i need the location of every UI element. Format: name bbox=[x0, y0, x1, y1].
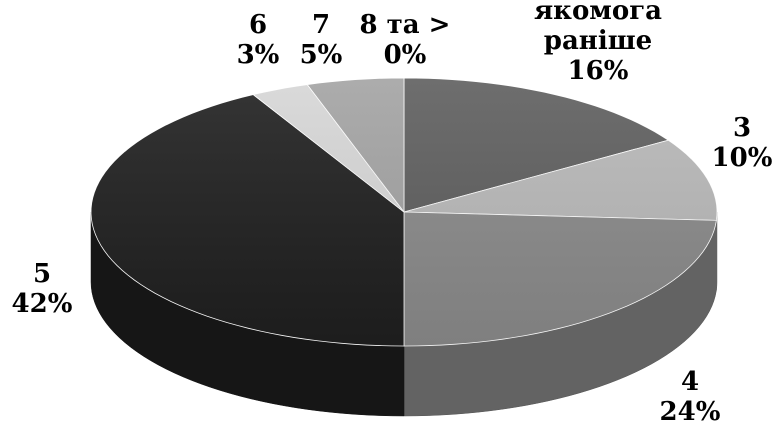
pie-label-3-line-1: 4 bbox=[681, 367, 699, 397]
pie-label-5: 6 3% bbox=[237, 10, 280, 70]
pie-label-7-line-2: 0% bbox=[384, 40, 427, 70]
pie-label-1-line-2: раніше bbox=[544, 26, 652, 56]
pie-label-2-line-1: 3 bbox=[733, 113, 751, 143]
pie-label-3: 4 24% bbox=[660, 367, 721, 427]
pie-label-4-line-1: 5 bbox=[33, 259, 51, 289]
pie-label-2: 3 10% bbox=[712, 113, 773, 173]
pie-label-1-line-1: якомога bbox=[534, 0, 662, 26]
pie-label-7: 8 та >0% bbox=[360, 10, 451, 70]
pie-label-5-line-1: 6 bbox=[249, 10, 267, 40]
pie-label-6-line-2: 5% bbox=[300, 40, 343, 70]
pie-label-2-line-2: 10% bbox=[712, 143, 773, 173]
pie-label-4-line-2: 42% bbox=[12, 289, 73, 319]
pie-label-1-line-3: 16% bbox=[568, 56, 629, 86]
pie-label-7-line-1: 8 та > bbox=[360, 10, 451, 40]
pie-label-1: якомога раніше 16% bbox=[534, 0, 662, 86]
pie-label-6: 7 5% bbox=[300, 10, 343, 70]
pie-label-4: 5 42% bbox=[12, 259, 73, 319]
pie-label-5-line-2: 3% bbox=[237, 40, 280, 70]
pie-label-3-line-2: 24% bbox=[660, 397, 721, 427]
pie-top-highlight bbox=[91, 78, 717, 346]
pie-label-6-line-1: 7 bbox=[312, 10, 330, 40]
